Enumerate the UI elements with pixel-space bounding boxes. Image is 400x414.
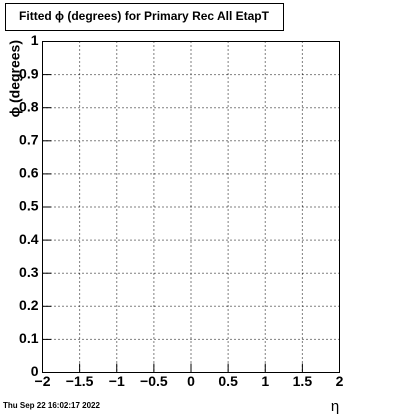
x-tick-label: −0.5 — [140, 373, 168, 389]
y-tick-label: 0 — [31, 363, 39, 379]
timestamp: Thu Sep 22 16:02:17 2022 — [3, 401, 100, 410]
title-box — [5, 3, 284, 31]
x-tick-label: 1.5 — [293, 373, 313, 389]
y-tick-label: 0.8 — [19, 98, 39, 114]
y-tick-label: 0.5 — [19, 198, 39, 214]
y-axis-label: ϕ (degrees) — [7, 40, 23, 117]
x-tick-label: −2 — [35, 373, 51, 389]
x-tick-label: −1 — [109, 373, 125, 389]
x-tick-label: 2 — [336, 373, 344, 389]
x-tick-label: 0.5 — [218, 373, 238, 389]
y-tick-label: 0.4 — [19, 231, 39, 247]
y-tick-label: 0.2 — [19, 297, 39, 313]
y-tick-label: 1 — [31, 32, 39, 48]
x-axis-label: η — [331, 398, 339, 414]
chart-title: Fitted ϕ (degrees) for Primary Rec All E… — [19, 9, 270, 23]
y-tick-label: 0.3 — [19, 264, 39, 280]
y-tick-label: 0.6 — [19, 165, 39, 181]
x-tick-label: 0 — [187, 373, 195, 389]
x-tick-label: 1 — [261, 373, 269, 389]
x-tick-label: −1.5 — [66, 373, 94, 389]
y-tick-label: 0.9 — [19, 65, 39, 81]
y-tick-label: 0.1 — [19, 330, 39, 346]
y-tick-label: 0.7 — [19, 132, 39, 148]
